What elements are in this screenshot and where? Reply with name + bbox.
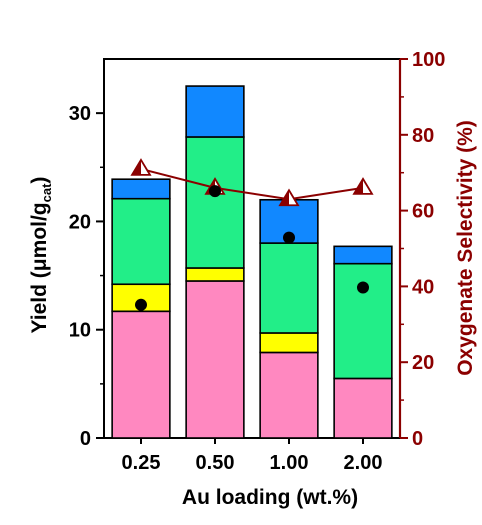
selectivity-marker-2.00 [352, 177, 374, 195]
bar-segment-0.50-1 [185, 280, 245, 439]
bar-stacks [111, 85, 393, 439]
bar-segment-0.25-4 [111, 178, 171, 200]
bar-segment-0.50-3 [185, 136, 245, 269]
plot-area [103, 58, 401, 439]
right-tick-label: 40 [412, 276, 434, 298]
right-y-axis-title: Oxygenate Selectivity (%) [454, 120, 477, 376]
right-tick-label: 0 [412, 428, 423, 450]
bar-segment-1.00-1 [259, 351, 319, 439]
bar-segment-0.25-1 [111, 310, 171, 439]
right-tick-label: 100 [412, 49, 445, 71]
left-tick-label: 30 [69, 103, 91, 125]
bar-segment-0.50-4 [185, 85, 245, 138]
x-tick-label: 0.50 [196, 452, 235, 474]
bar-segment-2.00-4 [333, 245, 393, 265]
right-tick-label: 80 [412, 125, 434, 147]
selectivity-marker-0.25 [130, 158, 152, 176]
x-tick-label: 0.25 [122, 452, 161, 474]
yield-dot-1.00 [283, 231, 295, 244]
right-tick-label: 20 [412, 352, 434, 374]
yield-dots [135, 185, 369, 311]
bar-segment-1.00-2 [259, 332, 319, 354]
selectivity-line [140, 167, 364, 201]
bar-segment-2.00-1 [333, 377, 393, 439]
left-tick-label: 10 [69, 320, 91, 342]
left-y-axis-title-main: Yield (μmol/g [28, 202, 51, 333]
bar-segment-1.00-3 [259, 242, 319, 334]
right-y-axis: 0 20 40 60 80 100 [398, 49, 445, 450]
right-tick-label: 60 [412, 201, 434, 223]
left-tick-label: 0 [80, 428, 91, 450]
x-tick-label: 2.00 [344, 452, 383, 474]
bar-segment-0.50-2 [185, 267, 245, 282]
left-y-axis: 0 10 20 30 [69, 103, 104, 450]
bar-segment-2.00-3 [333, 262, 393, 380]
bar-segment-0.25-3 [111, 197, 171, 286]
left-y-axis-title-close: ) [28, 177, 51, 184]
selectivity-series [130, 158, 374, 207]
left-y-axis-title: Yield (μmol/gcat) [28, 177, 54, 334]
left-tick-label: 20 [69, 211, 91, 233]
x-tick-label: 1.00 [270, 452, 309, 474]
left-y-axis-title-subscript: cat [39, 183, 54, 202]
yield-dot-0.50 [209, 185, 221, 198]
yield-dot-0.25 [135, 298, 147, 311]
yield-dot-2.00 [357, 281, 369, 294]
selectivity-marker-1.00 [278, 188, 300, 207]
x-axis: 0.25 0.50 1.00 2.00 [122, 438, 383, 474]
x-axis-title: Au loading (wt.%) [182, 486, 358, 509]
